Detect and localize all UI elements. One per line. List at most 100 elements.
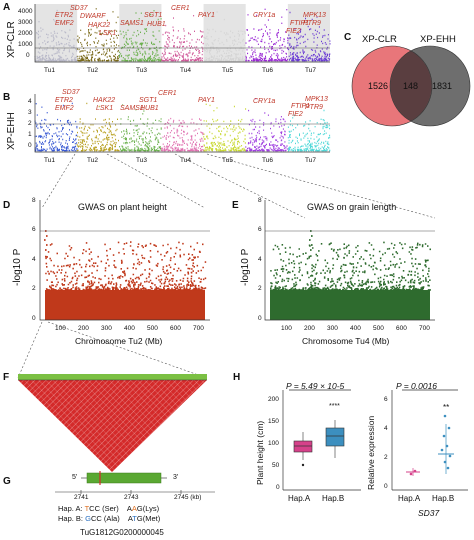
gene-label: PAY1 [198,97,215,104]
panel-h-letter: H [233,372,241,383]
ytick: 3 [28,109,32,116]
ytick: 4 [32,256,36,263]
chromosome-points [34,102,78,152]
hap-a-codon2: G(Lys) [136,504,160,513]
venn-diagram [351,45,471,127]
hap-a-codon1: CC (Ser) [89,504,119,513]
gene-label: FTIP1 [291,103,311,110]
chr-label: Tu5 [222,157,233,164]
hap-b-var1: G [85,514,91,523]
gene-id: TuG1812G0200000045 [80,528,164,537]
ld-snp-bar [18,374,207,380]
panel-d-title: GWAS on plant height [78,202,167,212]
gene-tick: 2741 [74,494,89,501]
xtick: 500 [147,325,158,332]
ytick: 6 [32,226,36,233]
venn-count-both: 148 [403,81,419,91]
panel-e-letter: E [232,200,239,211]
xtick: 100 [281,325,292,332]
ytick: 0 [384,483,388,490]
gene-model [55,471,215,494]
ytick: 0 [28,142,32,149]
panel-f-letter: F [3,372,10,383]
chr-label: Tu7 [305,67,316,74]
gene-tick: 2743 [124,494,139,501]
manhattan-plot-xpehh [34,94,331,153]
manhattan-plot-xpclr [34,4,331,63]
xtick: 200 [304,325,315,332]
venn-label-xpclr: XP-CLR [362,34,397,45]
boxplot-plant-height [282,389,361,491]
ld-heatmap [18,374,207,472]
ytick: 100 [268,440,279,447]
chromosome-points [287,11,331,62]
chromosome-points [245,98,289,152]
gene-label: FTIP1 [290,20,310,27]
hap-b-var2: T [132,514,137,523]
ytick: 0 [32,315,36,322]
ytick: 0 [276,484,280,491]
xtick: 400 [124,325,135,332]
gene-label: SGT1 [139,97,158,104]
gene-label: CRY1a [253,12,276,19]
h-left-group: Hap.A [288,494,311,503]
hap-a-var1: T [84,504,90,513]
gene-label: SGT1 [144,12,163,19]
xtick: 500 [373,325,384,332]
gene-label: SAMS1 [120,105,144,112]
gene-label: LSK1 [99,30,117,37]
gene-label: FIE2 [286,28,301,35]
ytick: 8 [258,197,262,204]
ytick: 1 [28,131,32,138]
ytick: 0 [26,52,30,59]
venn-overlap [390,51,432,121]
panel-e-title: GWAS on grain length [307,202,397,212]
dotplot-relative-expression [391,389,468,491]
gene-label: HAK22 [88,22,111,29]
h-right-sig: ** [443,403,450,412]
hap-b-codon2: G(Met) [136,514,161,523]
venn-label-xpehh: XP-EHH [420,34,456,45]
ytick: 8 [32,197,36,204]
chr-label: Tu4 [180,67,191,74]
gene-exon [86,472,162,484]
gwas-peak [44,230,48,251]
gene-label: ETR2 [55,12,73,19]
gene-label: PAY1 [198,12,215,19]
gwas-plot-grain-length [264,200,435,321]
xtick: 400 [350,325,361,332]
venn-count-only-xpclr: 1526 [368,81,389,91]
xtick: 300 [101,325,112,332]
gene-label: LSK1 [96,105,114,112]
chr-label: Tu2 [87,157,98,164]
gwas-peak [309,230,313,251]
h-right-gene: SD37 [418,508,440,518]
gene-tick: 2745 (kb) [174,494,202,501]
gene-3prime: 3' [173,474,179,481]
hap-b-pre2: A [127,514,133,523]
chr-label: Tu2 [87,67,98,74]
ytick: 6 [384,396,388,403]
chr-label: Tu4 [180,157,191,164]
ytick: 4 [28,98,32,105]
gene-label: CER1 [158,90,177,97]
chr-label: Tu5 [222,67,233,74]
hap-a-label: Hap. A: [58,504,83,513]
ytick: 2 [32,285,36,292]
chr-label: Tu3 [136,67,147,74]
gene-label: SD37 [70,5,88,12]
chromosome-points [76,8,120,62]
chromosome-points [287,109,331,152]
ytick: 0 [258,315,262,322]
panel-e-xlabel: Chromosome Tu4 (Mb) [302,336,390,346]
gwas-points [45,241,207,291]
ytick: 3000 [18,19,33,26]
gene-label: HUB1 [140,105,159,112]
gene-label: HAK22 [93,97,116,104]
gwas-plot-plant-height [39,200,210,321]
xtick: 700 [419,325,430,332]
chr-label: Tu7 [305,157,316,164]
panel-e-ylabel: -log10 P [240,248,251,286]
ytick: 6 [258,226,262,233]
